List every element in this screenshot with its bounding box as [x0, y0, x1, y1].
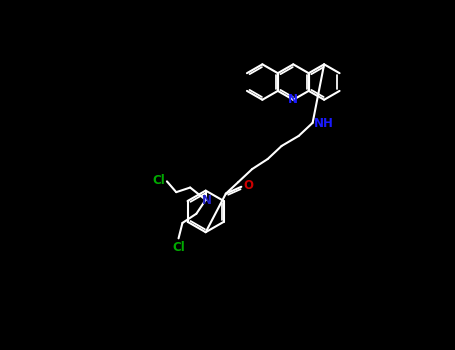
- Text: N: N: [202, 194, 212, 207]
- Text: O: O: [243, 180, 253, 193]
- Text: Cl: Cl: [172, 241, 185, 254]
- Text: Cl: Cl: [152, 174, 165, 187]
- Text: NH: NH: [314, 117, 334, 130]
- Text: N: N: [288, 93, 298, 106]
